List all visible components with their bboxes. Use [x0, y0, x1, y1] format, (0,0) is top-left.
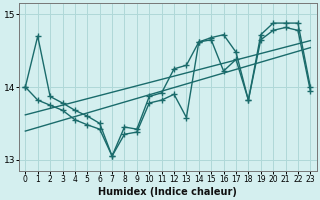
X-axis label: Humidex (Indice chaleur): Humidex (Indice chaleur) — [98, 187, 237, 197]
